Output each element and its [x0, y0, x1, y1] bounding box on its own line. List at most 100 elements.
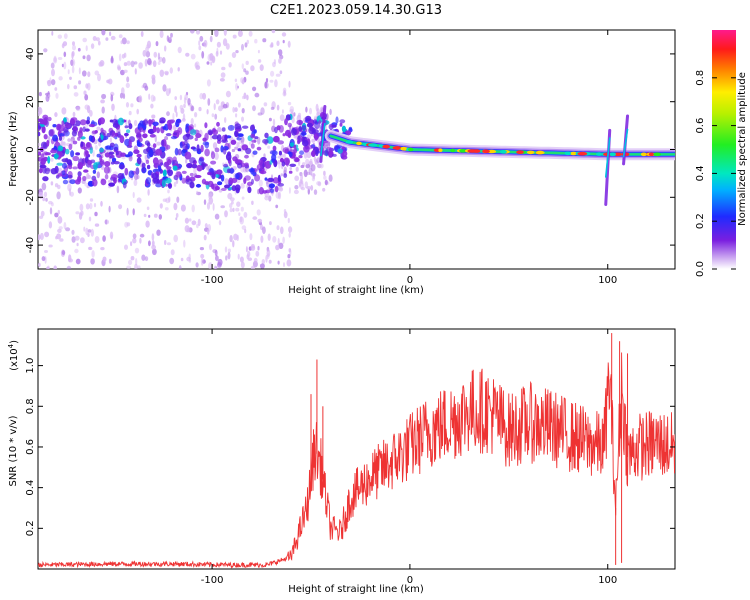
- signal-blob: [301, 125, 307, 131]
- noise-speck: [280, 173, 284, 177]
- noise-speck: [183, 103, 186, 108]
- noise-speck: [174, 105, 178, 113]
- noise-speck: [85, 203, 90, 210]
- noise-speck: [100, 99, 105, 104]
- noise-speck: [208, 196, 214, 205]
- signal-blob: [307, 145, 313, 150]
- noise-speck: [238, 212, 241, 216]
- noise-speck: [287, 40, 291, 48]
- signal-blob: [146, 142, 151, 148]
- noise-speck: [183, 239, 186, 248]
- signal-blob: [165, 133, 172, 137]
- noise-speck: [240, 206, 244, 212]
- noise-speck: [199, 247, 204, 251]
- noise-speck: [126, 40, 130, 45]
- noise-speck: [272, 61, 276, 68]
- noise-speck: [305, 163, 311, 169]
- noise-speck: [247, 257, 253, 262]
- signal-blob: [243, 177, 247, 184]
- signal-blob: [231, 185, 237, 192]
- noise-speck: [175, 213, 179, 218]
- snr-panel: -100 0 100 0.2 0.4 0.6 0.8 1.0 Height of straig…: [7, 328, 676, 595]
- noise-speck: [190, 118, 194, 125]
- noise-speck: [195, 65, 201, 70]
- signal-blob: [126, 129, 131, 134]
- noise-speck: [140, 31, 144, 37]
- noise-speck: [167, 37, 172, 43]
- noise-speck: [243, 68, 247, 73]
- noise-speck: [98, 40, 101, 46]
- signal-blob: [228, 177, 234, 185]
- y-tick-label: 40: [25, 48, 36, 61]
- noise-speck: [94, 70, 100, 76]
- signal-blob: [67, 174, 73, 179]
- noise-speck: [236, 142, 240, 148]
- noise-speck: [243, 211, 248, 218]
- noise-speck: [235, 83, 239, 91]
- noise-speck: [61, 250, 66, 256]
- noise-speck: [214, 152, 219, 160]
- noise-speck: [323, 170, 326, 176]
- signal-blob: [136, 157, 142, 165]
- noise-speck: [54, 212, 59, 218]
- noise-speck: [218, 219, 222, 226]
- noise-speck: [232, 34, 237, 39]
- noise-speck: [234, 146, 239, 150]
- noise-speck: [151, 244, 157, 250]
- snr-ylabel: SNR (10 * v/v): [8, 415, 19, 486]
- signal-blob: [252, 150, 258, 155]
- signal-blob: [70, 150, 75, 158]
- noise-speck: [234, 78, 238, 83]
- signal-blob: [42, 166, 47, 174]
- hot-spot: [640, 152, 647, 157]
- noise-speck: [328, 174, 333, 182]
- signal-blob: [183, 140, 188, 146]
- signal-blob: [124, 167, 129, 176]
- noise-speck: [216, 41, 221, 48]
- signal-blob: [256, 163, 263, 171]
- noise-speck: [164, 45, 167, 52]
- noise-speck: [57, 228, 62, 233]
- noise-speck: [241, 196, 245, 200]
- noise-speck: [244, 228, 247, 234]
- signal-blob: [120, 152, 127, 157]
- noise-speck: [255, 250, 260, 257]
- noise-speck: [232, 240, 235, 248]
- noise-speck: [164, 70, 169, 75]
- noise-speck: [316, 181, 321, 186]
- noise-speck: [231, 200, 234, 205]
- signal-blob: [99, 147, 105, 153]
- noise-speck: [180, 107, 185, 114]
- signal-blob: [316, 132, 320, 138]
- signal-blob: [64, 148, 70, 155]
- noise-speck: [144, 256, 149, 262]
- signal-blob: [75, 120, 81, 127]
- signal-blob: [92, 169, 97, 174]
- signal-blob: [182, 143, 189, 151]
- noise-speck: [270, 106, 275, 110]
- noise-speck: [50, 181, 54, 186]
- signal-blob: [302, 139, 309, 147]
- noise-speck: [90, 258, 95, 265]
- signal-blob: [103, 166, 110, 174]
- noise-speck: [58, 226, 63, 230]
- signal-blob: [61, 158, 69, 163]
- noise-speck: [279, 70, 283, 75]
- colorbar-tick-label: 0.4: [695, 165, 706, 181]
- signal-blob: [283, 173, 288, 178]
- signal-blob: [215, 173, 220, 178]
- noise-speck: [195, 262, 199, 268]
- signal-blob: [175, 118, 181, 123]
- noise-speck: [148, 240, 151, 247]
- noise-speck: [193, 123, 197, 128]
- noise-speck: [306, 151, 312, 159]
- noise-speck: [84, 104, 90, 110]
- hot-spot: [516, 150, 524, 154]
- noise-speck: [132, 238, 137, 244]
- noise-speck: [211, 55, 216, 64]
- signal-blob: [297, 139, 301, 145]
- signal-blob: [52, 134, 58, 142]
- signal-blob: [204, 181, 210, 186]
- signal-blob: [217, 181, 223, 186]
- noise-speck: [155, 41, 159, 47]
